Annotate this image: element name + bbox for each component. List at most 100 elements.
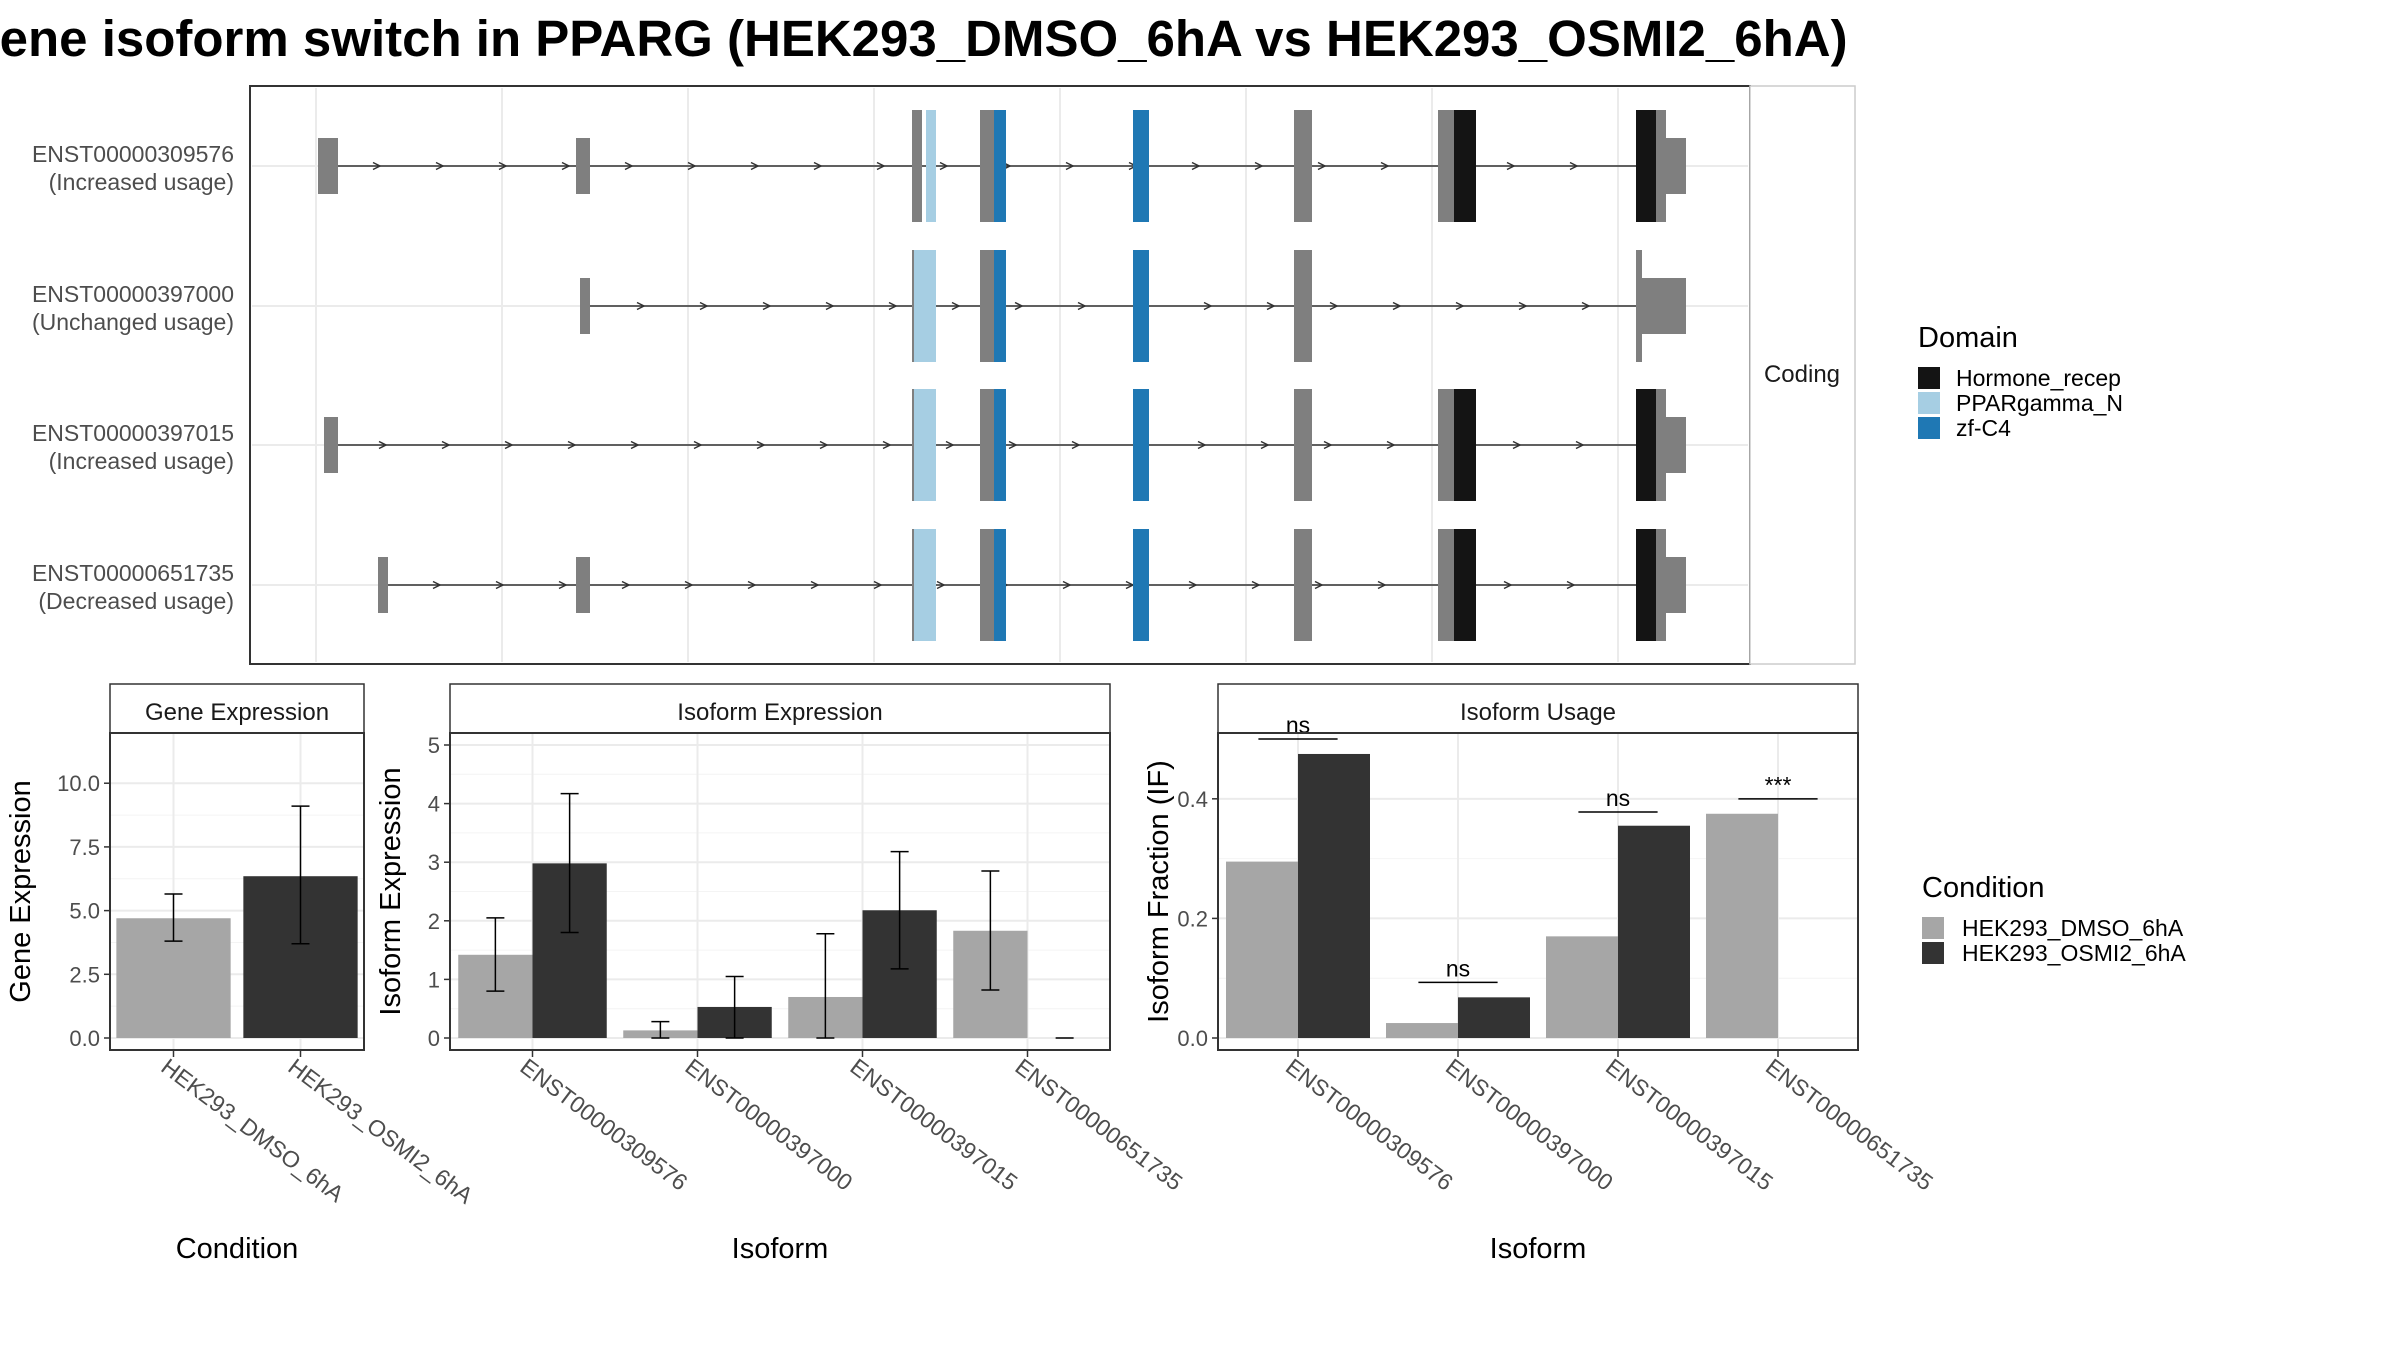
strand-arrow [561,161,571,171]
strand-arrow [378,440,388,450]
exon-block [318,138,338,194]
strand-arrow [873,580,883,590]
x-tick-label: ENST00000651735 [1761,1053,1938,1195]
chart-strip-title: Gene Expression [145,699,329,726]
strand-arrow [1254,161,1264,171]
strand-arrow [876,161,886,171]
transcript-structure-panel: ENST00000309576(Increased usage)ENST0000… [32,85,1856,665]
transcript-track [580,250,1686,362]
strand-arrow [1071,440,1081,450]
exon-block [580,278,590,334]
chart-strip-title: Isoform Expression [677,699,882,726]
strand-arrow [819,440,829,450]
strand-arrow [624,161,634,171]
hormone-recep-domain [1454,529,1476,641]
exon-block [986,389,994,501]
strand-arrow [1266,301,1276,311]
condition-legend-swatch [1922,942,1944,964]
exon-block [912,529,914,641]
strand-arrow [1518,301,1528,311]
domain-legend-swatch [1918,417,1940,439]
domain-legend-swatch [1918,392,1940,414]
transcript-tracks [318,110,1686,641]
strand-arrow [882,440,892,450]
exon-block [912,110,922,222]
chart-panel: Gene Expression0.02.55.07.510.0HEK293_DM… [5,683,478,1265]
strand-arrow [1386,440,1396,450]
hormone-recep-domain [1454,389,1476,501]
exon-block [986,110,994,222]
pparg-n-domain [914,389,936,501]
chart-strip-title: Isoform Usage [1460,699,1616,726]
exon-block [576,557,590,613]
y-tick-label: 0.0 [69,1026,100,1051]
strand-arrow [1008,440,1018,450]
exon-block [1294,110,1312,222]
strand-arrow [630,440,640,450]
zf-c4-domain [1133,250,1149,362]
strand-arrow [432,580,442,590]
bar [1386,1023,1458,1038]
strand-arrow [756,440,766,450]
significance-label: ns [1606,785,1630,811]
exon-block [980,389,986,501]
x-axis-title: Isoform [732,1233,829,1265]
zf-c4-domain [994,110,1006,222]
strand-arrow [1077,301,1087,311]
strand-arrow [372,161,382,171]
chart-panel-border [109,732,365,1051]
bar [1706,813,1778,1038]
strand-arrow [693,440,703,450]
hormone-recep-domain [1454,110,1476,222]
domain-legend-title: Domain [1918,322,2018,354]
zf-c4-domain [994,250,1006,362]
zf-c4-domain [994,529,1006,641]
strand-arrow [747,580,757,590]
x-tick-label: ENST00000309576 [515,1053,692,1195]
strand-arrow [1329,301,1339,311]
strand-arrow [498,161,508,171]
exon-block [1656,529,1666,641]
x-tick-label: ENST00000397015 [845,1053,1022,1195]
exon-block [324,417,338,473]
structure-strip [1749,85,1856,665]
significance-label: *** [1765,772,1792,798]
transcript-usage-label: (Decreased usage) [38,588,234,614]
transcript-track [318,110,1686,222]
pparg-n-domain [926,110,936,222]
zf-c4-domain [994,389,1006,501]
domain-legend-swatch [1918,367,1940,389]
strand-arrow [1503,580,1513,590]
exon-block [1666,138,1686,194]
exon-block [378,557,388,613]
exon-block [986,250,994,362]
strand-arrow [1380,161,1390,171]
strand-arrow [951,301,961,311]
transcript-track [324,389,1686,501]
chart-strip [109,683,365,734]
domain-legend-label: Hormone_recep [1956,365,2121,391]
strand-arrow [636,301,646,311]
strand-arrow [1506,161,1516,171]
strand-arrow [939,161,949,171]
significance-label: ns [1286,712,1310,738]
y-tick-label: 4 [428,792,440,817]
exon-block [912,250,914,362]
x-tick-label: ENST00000397015 [1601,1053,1778,1195]
transcript-usage-label: (Increased usage) [49,448,234,474]
condition-legend-swatch [1922,917,1944,939]
strand-arrow [762,301,772,311]
transcript-id-label: ENST00000397000 [32,281,234,307]
exon-block [1666,417,1686,473]
x-tick-label: ENST00000309576 [1281,1053,1458,1195]
exon-block [1438,389,1454,501]
hormone-recep-domain [1636,529,1656,641]
condition-legend-title: Condition [1922,872,2045,904]
strand-arrow [1314,580,1324,590]
zf-c4-domain [1133,389,1149,501]
y-tick-label: 2.5 [69,962,100,987]
exon-block [980,250,986,362]
strand-arrow [1188,580,1198,590]
strand-arrow [435,161,445,171]
